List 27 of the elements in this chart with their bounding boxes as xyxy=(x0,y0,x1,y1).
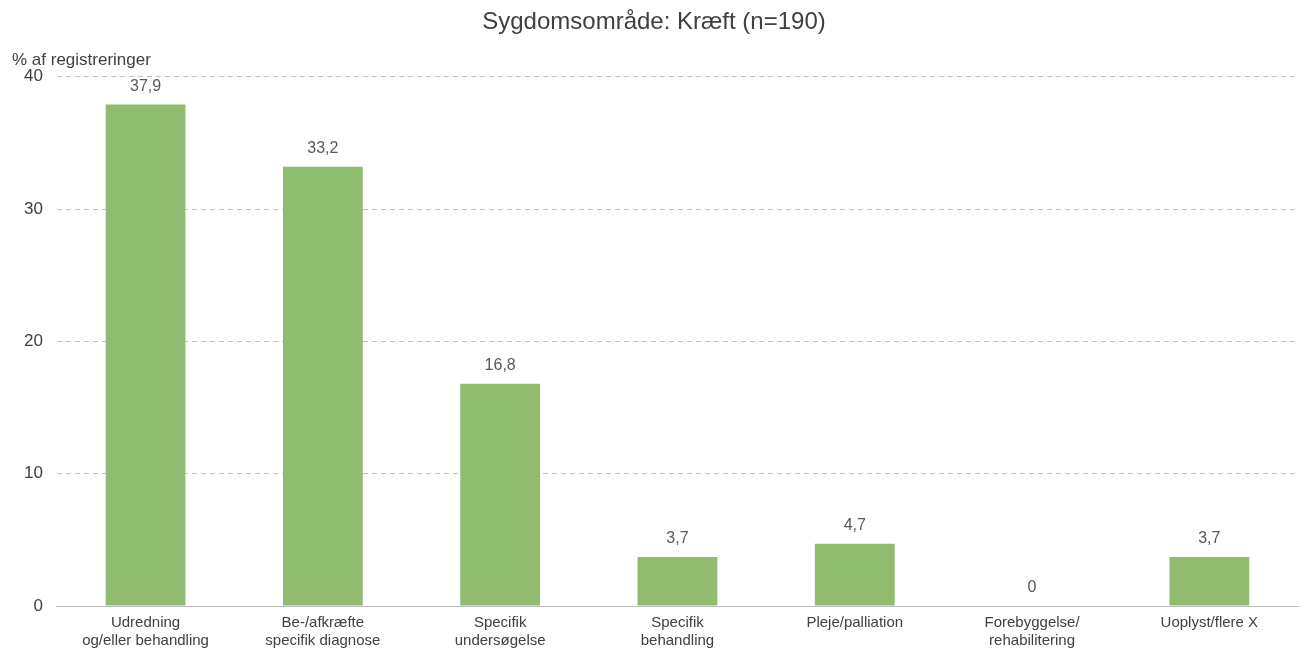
data-label: 0 xyxy=(1027,578,1037,596)
y-tick-label: 30 xyxy=(23,198,43,218)
bar xyxy=(637,557,718,606)
x-tick-label: Be-/afkræfte specifik diagnose xyxy=(265,613,381,649)
y-tick-label: 10 xyxy=(23,463,43,483)
data-label: 4,7 xyxy=(843,516,866,534)
x-tick-label: Forebyggelse/ rehabilitering xyxy=(984,613,1081,649)
bar xyxy=(1169,557,1250,606)
x-tick-label: Pleje/palliation xyxy=(806,613,904,631)
x-tick-label: Udredning og/eller behandling xyxy=(82,613,209,649)
bar xyxy=(282,166,363,606)
bar xyxy=(814,543,895,606)
data-label: 3,7 xyxy=(666,529,689,547)
data-label: 3,7 xyxy=(1198,529,1221,547)
data-label: 37,9 xyxy=(129,76,162,94)
data-label: 16,8 xyxy=(484,356,516,374)
data-label: 33,2 xyxy=(307,139,339,157)
bar xyxy=(105,104,186,606)
bar xyxy=(460,383,541,606)
y-tick-label: 0 xyxy=(33,595,43,615)
y-tick-label: 40 xyxy=(23,66,43,86)
y-tick-label: 20 xyxy=(23,331,43,351)
x-tick-label: Specifik behandling xyxy=(640,613,715,649)
chart-title: Sygdomsområde: Kræft (n=190) xyxy=(482,7,826,35)
x-tick-label: Uoplyst/flere X xyxy=(1160,613,1259,631)
y-axis-title: % af registreringer xyxy=(12,49,152,69)
x-tick-label: Specifik undersøgelse xyxy=(454,613,546,649)
